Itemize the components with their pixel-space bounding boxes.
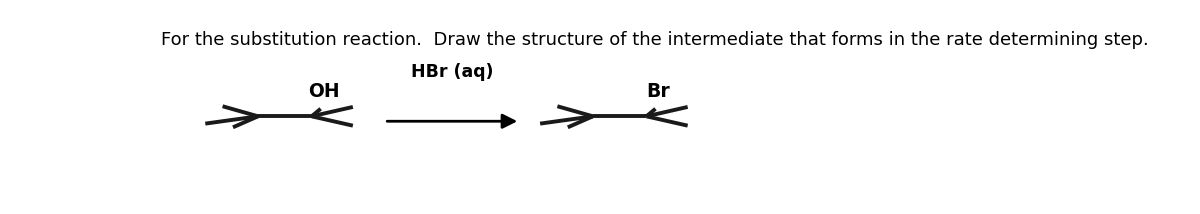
Text: Br: Br xyxy=(647,82,671,101)
Text: HBr (aq): HBr (aq) xyxy=(410,63,493,81)
Text: OH: OH xyxy=(308,82,340,101)
Text: For the substitution reaction.  Draw the structure of the intermediate that form: For the substitution reaction. Draw the … xyxy=(161,31,1148,49)
